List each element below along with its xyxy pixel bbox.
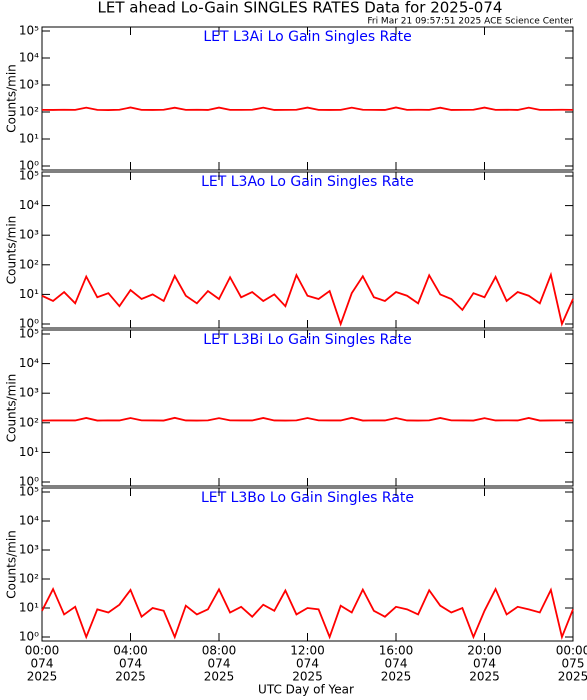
x-tick-label: 2025 (27, 670, 58, 684)
y-tick-label: 10¹ (19, 601, 39, 615)
y-tick-label: 10⁰ (19, 159, 39, 173)
x-tick-label: 2025 (381, 670, 412, 684)
x-tick-label: 00:00 (556, 644, 587, 658)
y-tick-label: 10¹ (19, 132, 39, 146)
y-axis-label: Counts/min (5, 374, 19, 443)
x-tick-label: 075 (562, 657, 585, 671)
x-tick-label: 20:00 (467, 644, 502, 658)
y-tick-label: 10¹ (19, 287, 39, 301)
y-axis-label: Counts/min (5, 216, 19, 285)
y-tick-label: 10⁵ (19, 169, 39, 183)
x-tick-label: 2025 (469, 670, 500, 684)
panel-title: LET L3Ao Lo Gain Singles Rate (201, 174, 414, 190)
subtitle: Fri Mar 21 09:57:51 2025 ACE Science Cen… (367, 17, 573, 27)
y-tick-label: 10¹ (19, 445, 39, 459)
y-tick-label: 10⁴ (19, 514, 39, 528)
x-tick-label: 074 (385, 657, 408, 671)
y-tick-label: 10⁴ (19, 51, 39, 65)
y-tick-label: 10³ (19, 228, 39, 242)
x-tick-label: 074 (31, 657, 54, 671)
panel-title: LET L3Bi Lo Gain Singles Rate (203, 332, 411, 348)
plot-frame (41, 171, 574, 329)
x-tick-label: 074 (119, 657, 142, 671)
y-tick-label: 10⁵ (19, 485, 39, 499)
y-tick-label: 10⁰ (19, 317, 39, 331)
x-axis-label: UTC Day of Year (258, 683, 354, 697)
y-tick-label: 10⁰ (19, 630, 39, 644)
y-axis-label: Counts/min (5, 64, 19, 133)
x-tick-label: 074 (296, 657, 319, 671)
y-tick-label: 10² (19, 105, 39, 119)
y-tick-label: 10² (19, 572, 39, 586)
plot-frame (41, 26, 574, 171)
y-tick-label: 10⁴ (19, 356, 39, 370)
y-tick-label: 10³ (19, 386, 39, 400)
x-tick-label: 16:00 (379, 644, 414, 658)
panel-title: LET L3Bo Lo Gain Singles Rate (201, 490, 414, 506)
y-tick-label: 10⁵ (19, 24, 39, 38)
x-tick-label: 00:00 (25, 644, 60, 658)
x-tick-label: 2025 (558, 670, 587, 684)
data-line (41, 106, 574, 111)
y-tick-label: 10³ (19, 543, 39, 557)
x-tick-label: 08:00 (202, 644, 237, 658)
y-tick-label: 10² (19, 257, 39, 271)
page-title: LET ahead Lo-Gain SINGLES RATES Data for… (98, 0, 503, 17)
y-tick-label: 10⁴ (19, 198, 39, 212)
x-tick-label: 04:00 (113, 644, 148, 658)
plot-frame (41, 487, 574, 642)
y-tick-label: 10⁵ (19, 327, 39, 341)
x-tick-label: 2025 (292, 670, 323, 684)
x-tick-label: 2025 (204, 670, 235, 684)
y-tick-label: 10³ (19, 78, 39, 92)
panel-title: LET L3Ai Lo Gain Singles Rate (203, 29, 411, 45)
y-tick-label: 10⁰ (19, 475, 39, 489)
x-tick-label: 12:00 (290, 644, 325, 658)
plot-frame (41, 329, 574, 487)
data-line (41, 416, 574, 422)
x-tick-label: 074 (473, 657, 496, 671)
y-axis-label: Counts/min (5, 530, 19, 599)
y-tick-label: 10² (19, 415, 39, 429)
x-tick-label: 074 (208, 657, 231, 671)
x-tick-label: 2025 (115, 670, 146, 684)
data-line (41, 586, 574, 640)
data-line (41, 271, 574, 327)
